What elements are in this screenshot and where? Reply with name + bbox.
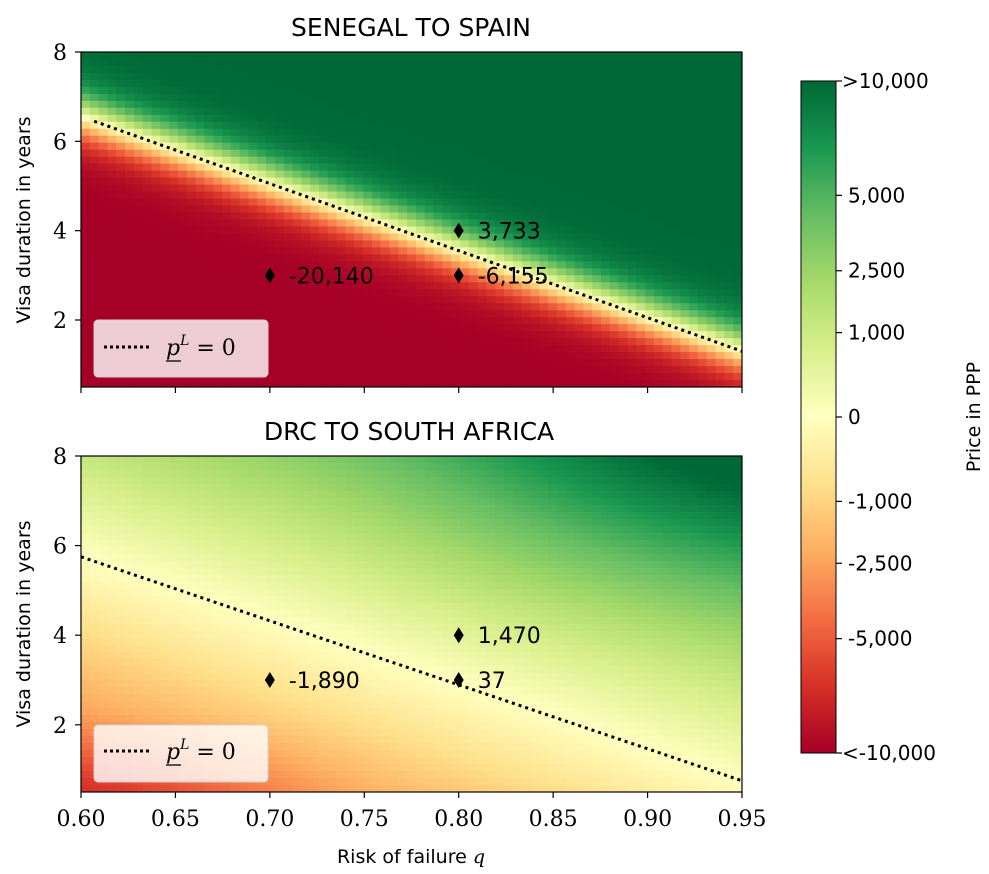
x-tick-label: 0.75 xyxy=(340,807,389,832)
heatmap-surface xyxy=(81,52,742,387)
data-point-marker xyxy=(453,222,464,239)
legend: pL = 0 xyxy=(93,319,269,378)
panel-drc-south-africa: DRC TO SOUTH AFRICA 1,470 -1,890 37 2 4 6 8 0… xyxy=(13,417,766,868)
x-tick-label: 0.95 xyxy=(718,807,767,832)
y-axis-label: Visa duration in years xyxy=(13,116,35,323)
heatmap-surface xyxy=(81,456,742,792)
data-point-label: -1,890 xyxy=(289,669,360,694)
colorbar-tick-label: >10,000 xyxy=(842,69,929,93)
legend: pL = 0 xyxy=(93,724,269,783)
panel-senegal-spain: SENEGAL TO SPAIN 3,733 -20,140 -6,155 2 4 6 8… xyxy=(13,13,743,393)
data-point-marker xyxy=(264,672,275,688)
y-tick-label: 2 xyxy=(53,309,67,334)
axes-frame xyxy=(80,51,743,388)
zero-price-line xyxy=(93,119,742,353)
data-point-marker xyxy=(453,267,464,284)
data-point-marker xyxy=(264,267,275,284)
legend-box xyxy=(93,724,269,783)
x-tick-label: 0.70 xyxy=(245,807,294,832)
data-point-label: -6,155 xyxy=(478,264,549,289)
data-point-label: -20,140 xyxy=(289,264,374,289)
data-point-marker xyxy=(453,627,464,644)
x-axis-label: Risk of failure q xyxy=(337,846,485,868)
legend-label: pL = 0 xyxy=(166,737,236,765)
panel-title: SENEGAL TO SPAIN xyxy=(291,13,531,42)
x-tick-label: 0.90 xyxy=(623,807,672,832)
data-point-label: 37 xyxy=(478,669,506,694)
x-tick-label: 0.80 xyxy=(434,807,483,832)
colorbar-tick-label: <-10,000 xyxy=(842,741,936,765)
x-tick-label: 0.65 xyxy=(151,807,200,832)
x-tick-label: 0.85 xyxy=(529,807,578,832)
axes-frame xyxy=(80,455,743,793)
colorbar-tick-label: 2,500 xyxy=(848,259,905,283)
data-point-marker xyxy=(453,672,464,688)
legend-label: pL = 0 xyxy=(166,333,236,361)
y-tick-label: 2 xyxy=(53,714,67,739)
x-tick-label: 0.60 xyxy=(57,807,106,832)
colorbar-tick-label: 0 xyxy=(848,405,861,429)
colorbar-tick-label: 5,000 xyxy=(848,183,905,207)
colorbar-label: Price in PPP xyxy=(963,362,985,472)
panel-title: DRC TO SOUTH AFRICA xyxy=(264,417,554,446)
zero-price-line xyxy=(81,555,742,783)
data-point-label: 3,733 xyxy=(478,220,541,245)
y-tick-label: 6 xyxy=(53,130,67,155)
colorbar-tick-label: -1,000 xyxy=(848,489,912,513)
y-tick-label: 8 xyxy=(53,41,67,66)
y-axis-label: Visa duration in years xyxy=(13,520,35,727)
colorbar: >10,000 5,000 2,500 1,000 0 -1,000 -2,500 -5,00… xyxy=(800,69,985,765)
colorbar-tick-label: -5,000 xyxy=(848,627,912,651)
legend-box xyxy=(93,319,269,378)
y-tick-label: 4 xyxy=(53,624,67,649)
colorbar-tick-label: -2,500 xyxy=(848,551,912,575)
data-point-label: 1,470 xyxy=(478,624,541,649)
y-tick-label: 4 xyxy=(53,220,67,245)
y-tick-label: 6 xyxy=(53,535,67,560)
colorbar-tick-label: 1,000 xyxy=(848,321,905,345)
y-tick-label: 8 xyxy=(53,445,67,470)
colorbar-gradient xyxy=(801,81,836,753)
